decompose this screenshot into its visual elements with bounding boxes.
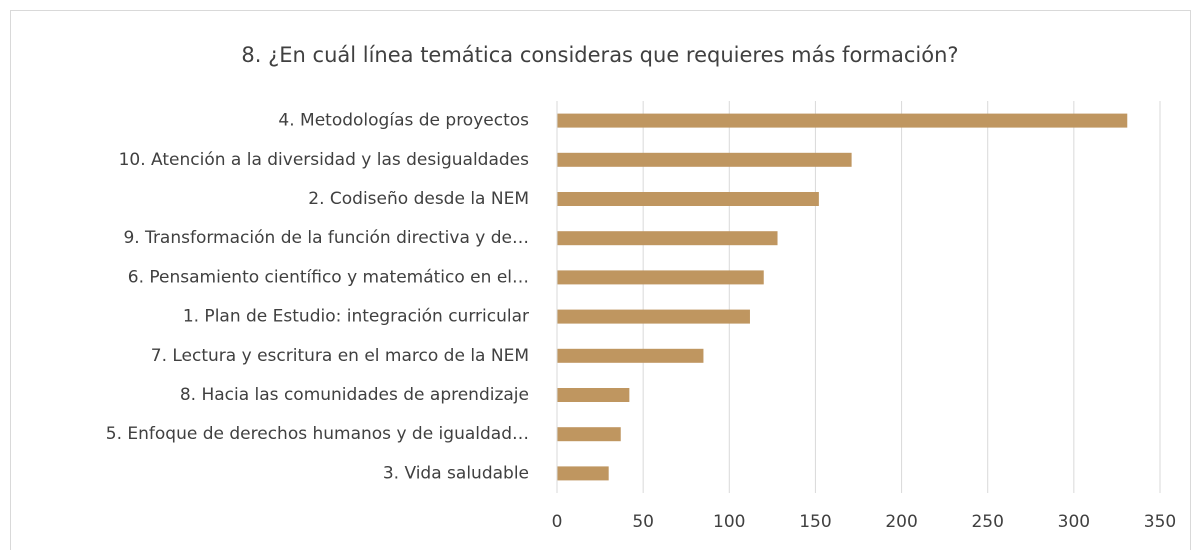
bar: [557, 309, 750, 324]
x-tick-label: 150: [799, 512, 831, 532]
bar: [557, 466, 609, 481]
x-tick-label: 50: [632, 512, 654, 532]
chart-title: 8. ¿En cuál línea temática consideras qu…: [241, 43, 958, 67]
y-tick-label: 9. Transformación de la función directiv…: [123, 228, 529, 248]
x-tick-label: 350: [1144, 512, 1176, 532]
y-tick-label: 3. Vida saludable: [383, 463, 529, 483]
bar: [557, 231, 778, 246]
chart-border: [10, 10, 1191, 550]
bar: [557, 192, 819, 206]
y-tick-label: 6. Pensamiento científico y matemático e…: [128, 267, 529, 287]
bar: [557, 388, 630, 402]
bar: [557, 348, 704, 363]
y-tick-label: 4. Metodologías de proyectos: [278, 111, 529, 131]
bar: [557, 113, 1128, 128]
y-tick-label: 5. Enfoque de derechos humanos y de igua…: [106, 424, 529, 444]
bar: [557, 152, 852, 167]
y-tick-label: 2. Codiseño desde la NEM: [308, 189, 529, 209]
y-tick-label: 1. Plan de Estudio: integración curricul…: [183, 307, 529, 327]
x-tick-label: 200: [885, 512, 917, 532]
x-tick-label: 100: [713, 512, 745, 532]
y-tick-label: 8. Hacia las comunidades de aprendizaje: [180, 385, 529, 405]
x-tick-label: 300: [1058, 512, 1090, 532]
bar: [557, 270, 764, 285]
x-tick-label: 0: [552, 512, 563, 532]
y-tick-label: 7. Lectura y escritura en el marco de la…: [151, 346, 529, 366]
y-tick-label: 10. Atención a la diversidad y las desig…: [119, 150, 530, 170]
x-tick-label: 250: [971, 512, 1003, 532]
bar: [557, 427, 621, 442]
